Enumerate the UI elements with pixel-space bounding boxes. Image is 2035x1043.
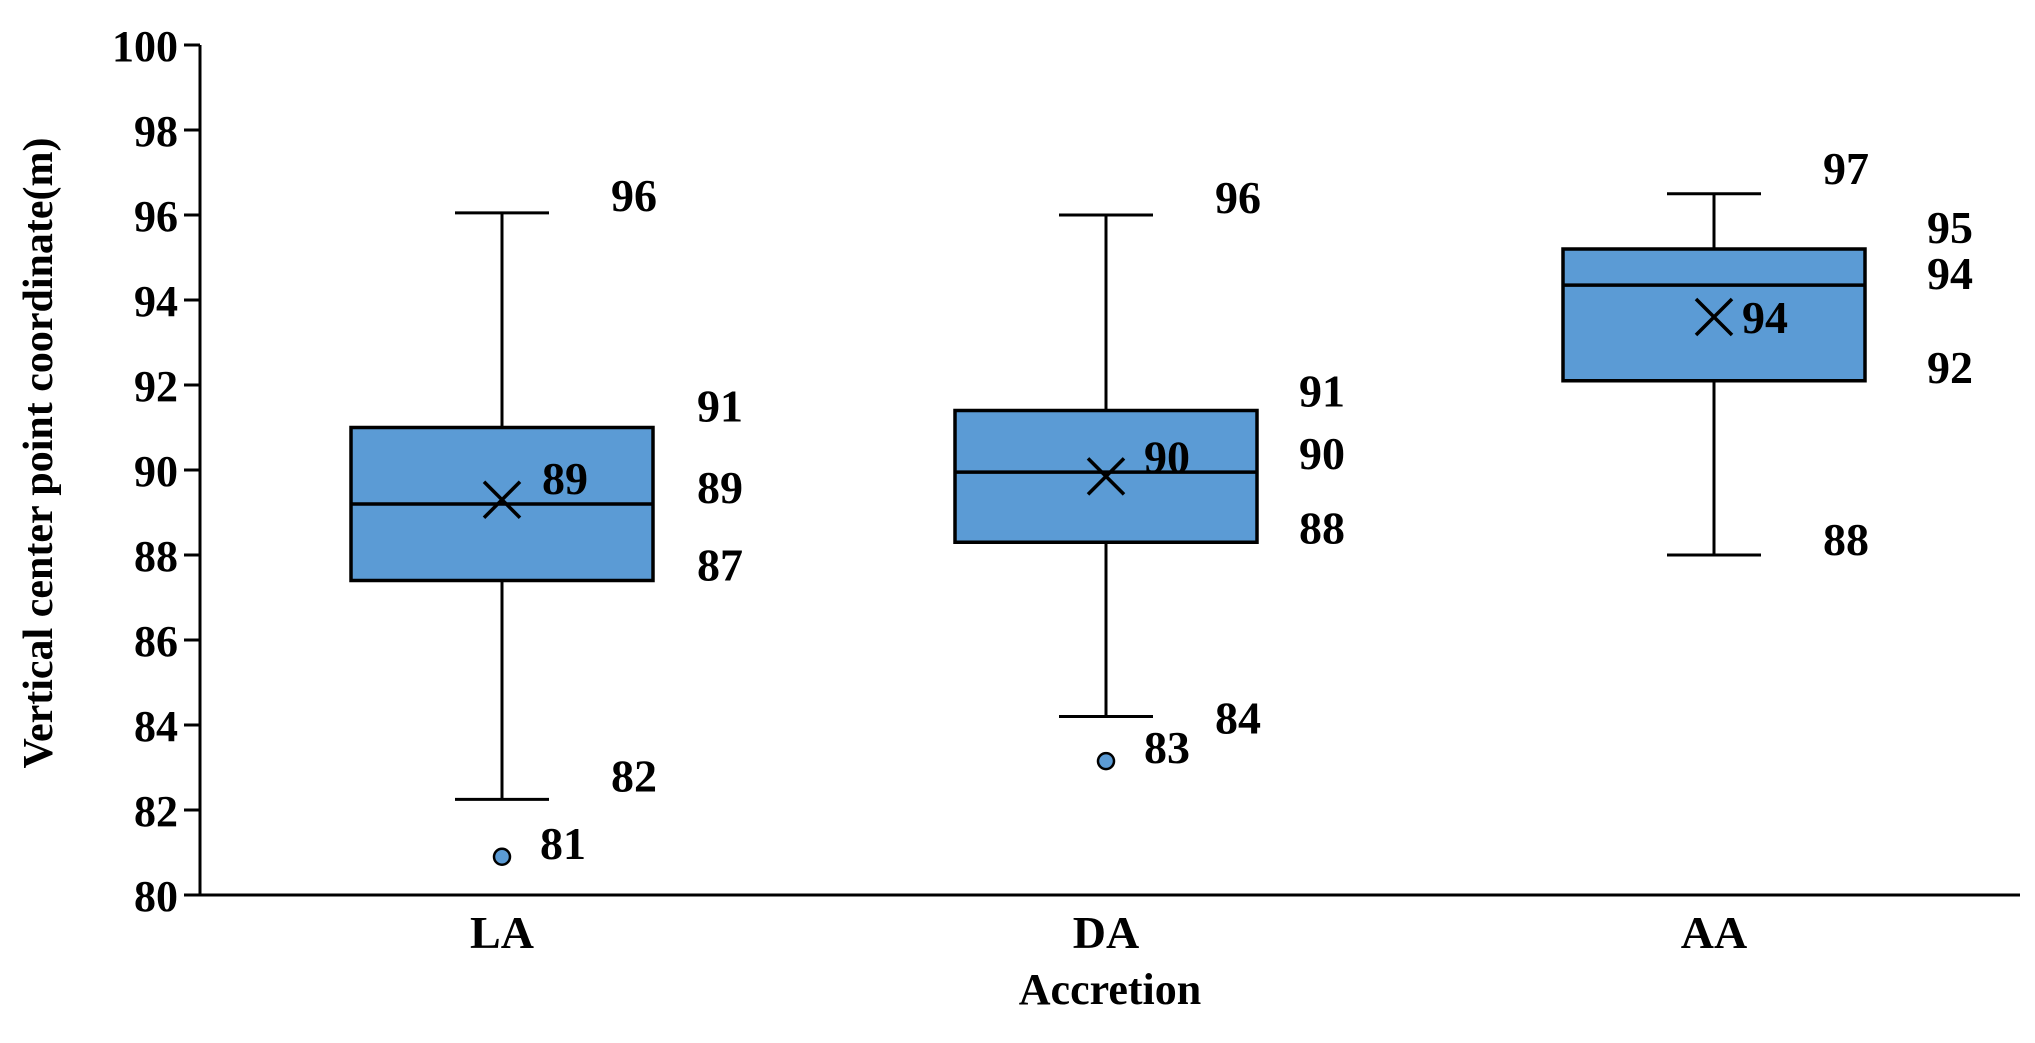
whisker-high-label: 96: [611, 170, 657, 221]
mean-marker: [1086, 457, 1126, 496]
mean-label: 89: [542, 453, 588, 504]
whisker-low-label: 88: [1823, 514, 1869, 565]
y-tick-label: 84: [134, 702, 178, 751]
mean-marker: [1694, 297, 1734, 337]
whisker-low-label: 82: [611, 750, 657, 801]
box-group-la: 81 96 82 91 89 87 89: [349, 170, 743, 869]
whisker-high-label: 97: [1823, 143, 1869, 194]
x-tick-label: LA: [470, 907, 534, 958]
q3-label: 91: [1299, 366, 1345, 417]
median-label: 89: [697, 462, 743, 513]
x-tick-label: DA: [1073, 907, 1139, 958]
median-label: 94: [1927, 248, 1973, 299]
y-tick-label: 100: [112, 22, 178, 71]
y-tick-label: 86: [134, 617, 178, 666]
y-tick-label: 88: [134, 532, 178, 581]
y-tick-label: 94: [134, 277, 178, 326]
x-axis-label: Accretion: [1019, 965, 1201, 1014]
q3-label: 91: [697, 381, 743, 432]
outlier-label: 81: [540, 818, 586, 869]
outlier-point: [492, 847, 512, 866]
x-axis: LA DA AA: [200, 893, 2020, 958]
mean-marker: [482, 480, 522, 519]
y-tick-label: 92: [134, 362, 178, 411]
mean-label: 94: [1742, 292, 1788, 343]
q1-label: 88: [1299, 502, 1345, 553]
y-tick-label: 96: [134, 192, 178, 241]
y-tick-label: 82: [134, 787, 178, 836]
y-tick-label: 98: [134, 107, 178, 156]
q3-label: 95: [1927, 202, 1973, 253]
mean-label: 90: [1144, 431, 1190, 482]
outlier-label: 83: [1144, 722, 1190, 773]
median-label: 90: [1299, 428, 1345, 479]
x-tick-label: AA: [1681, 907, 1747, 958]
q1-label: 92: [1927, 342, 1973, 393]
y-tick-label: 80: [134, 872, 178, 921]
box-group-da: 83 96 84 91 90 88 90: [953, 172, 1345, 773]
whisker-low-label: 84: [1215, 693, 1261, 744]
whisker-high-label: 96: [1215, 172, 1261, 223]
y-axis-label: Vertical center point coordinate(m): [16, 137, 62, 768]
outlier-point: [1096, 751, 1116, 771]
y-tick-label: 90: [134, 447, 178, 496]
y-axis: 80 82 84 86 88 90 92 94 96 98 100: [112, 22, 202, 921]
q1-label: 87: [697, 540, 743, 591]
